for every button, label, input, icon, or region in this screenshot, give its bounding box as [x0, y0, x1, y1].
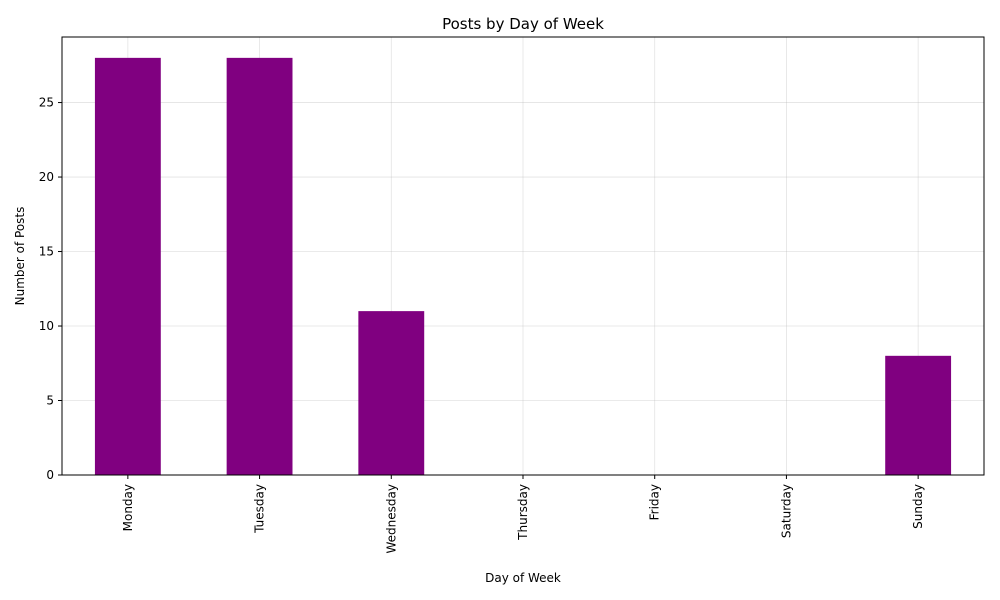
- bar-monday: [94, 57, 161, 475]
- y-tick-label: 5: [46, 394, 54, 408]
- x-tick-label: Monday: [121, 484, 135, 531]
- x-tick-label: Tuesday: [253, 484, 267, 534]
- y-tick-label: 0: [46, 468, 54, 482]
- y-tick-label: 10: [39, 319, 54, 333]
- tick-layer: 0 5 10 15 20 25 Monday Tuesday Wednesday Thursday…: [39, 96, 925, 554]
- y-tick-label: 20: [39, 170, 54, 184]
- bar-layer: [94, 57, 952, 475]
- x-tick-label: Friday: [648, 484, 662, 520]
- y-tick-label: 25: [39, 96, 54, 110]
- x-axis-label: Day of Week: [485, 571, 561, 585]
- y-tick-label: 15: [39, 245, 54, 259]
- x-tick-label: Wednesday: [384, 484, 398, 553]
- x-tick-label: Saturday: [779, 484, 793, 538]
- y-axis-label: Number of Posts: [13, 207, 27, 306]
- bar-tuesday: [226, 57, 293, 475]
- x-tick-label: Thursday: [516, 484, 530, 541]
- chart-title: Posts by Day of Week: [442, 15, 604, 33]
- grid-layer: [62, 37, 984, 476]
- x-tick-label: Sunday: [911, 484, 925, 529]
- bar-sunday: [885, 355, 952, 475]
- bar-wednesday: [358, 311, 425, 475]
